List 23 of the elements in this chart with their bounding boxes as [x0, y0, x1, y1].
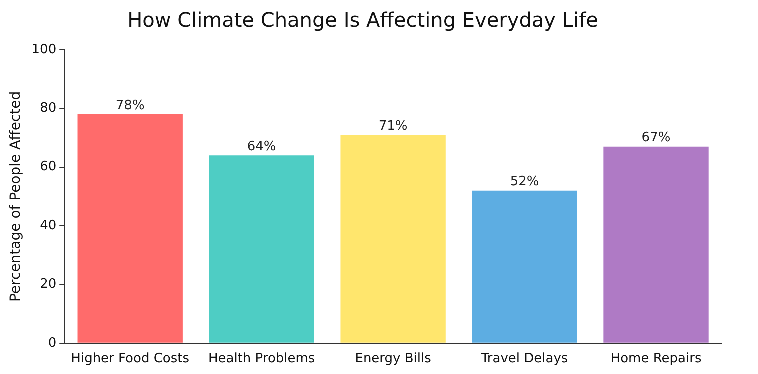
- x-tick-label: Home Repairs: [610, 352, 702, 367]
- y-tick-label: 0: [48, 336, 57, 351]
- x-tick-label: Travel Delays: [480, 352, 568, 367]
- data-label: 78%: [116, 98, 145, 114]
- bar: [78, 114, 183, 343]
- chart-title: How Climate Change Is Affecting Everyday Life: [128, 8, 598, 32]
- bar: [604, 146, 709, 343]
- data-label: 52%: [510, 174, 540, 190]
- bar: [472, 190, 578, 343]
- y-tick-label: 20: [40, 277, 57, 292]
- data-label: 67%: [642, 130, 671, 146]
- y-tick-label: 80: [40, 101, 57, 116]
- bar: [209, 156, 314, 343]
- y-tick-label: 100: [32, 42, 57, 58]
- y-axis-title: Percentage of People Affected: [8, 91, 24, 302]
- x-tick-label: Health Problems: [208, 352, 316, 367]
- y-tick-label: 60: [40, 160, 57, 175]
- y-tick-label: 40: [40, 218, 57, 234]
- data-label: 64%: [247, 140, 276, 154]
- x-tick-label: Energy Bills: [355, 352, 432, 367]
- x-tick-label: Higher Food Costs: [71, 352, 190, 367]
- bar: [340, 135, 446, 343]
- data-label: 71%: [378, 118, 408, 134]
